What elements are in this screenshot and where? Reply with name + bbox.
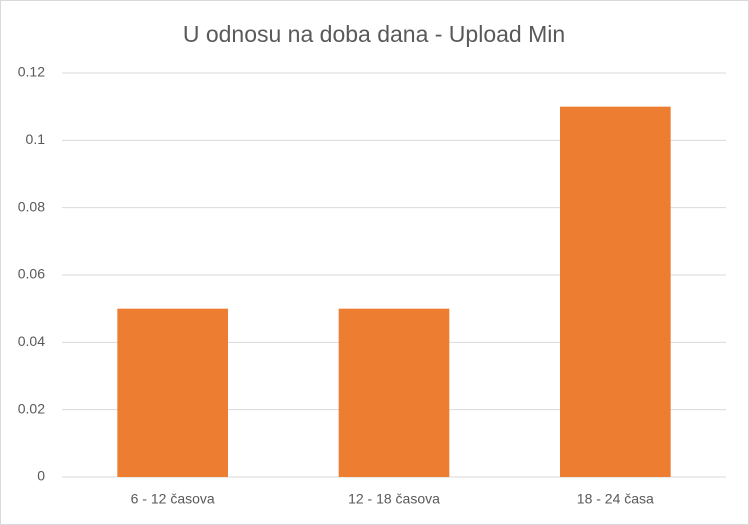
y-tick-label: 0.12: [18, 64, 45, 80]
x-tick-label: 6 - 12 časova: [131, 491, 215, 507]
bar: [117, 308, 228, 477]
x-tick-label: 12 - 18 časova: [348, 491, 440, 507]
chart-title: U odnosu na doba dana - Upload Min: [183, 21, 565, 47]
y-tick-label: 0.02: [18, 400, 45, 416]
y-tick-label: 0.08: [18, 198, 45, 214]
y-tick-label: 0: [37, 468, 45, 484]
x-tick-label: 18 - 24 časa: [577, 491, 654, 507]
bar: [338, 308, 450, 477]
bar: [560, 106, 671, 478]
y-tick-label: 0.04: [18, 333, 45, 349]
y-tick-label: 0.1: [26, 131, 46, 147]
y-tick-label: 0.06: [18, 266, 45, 282]
